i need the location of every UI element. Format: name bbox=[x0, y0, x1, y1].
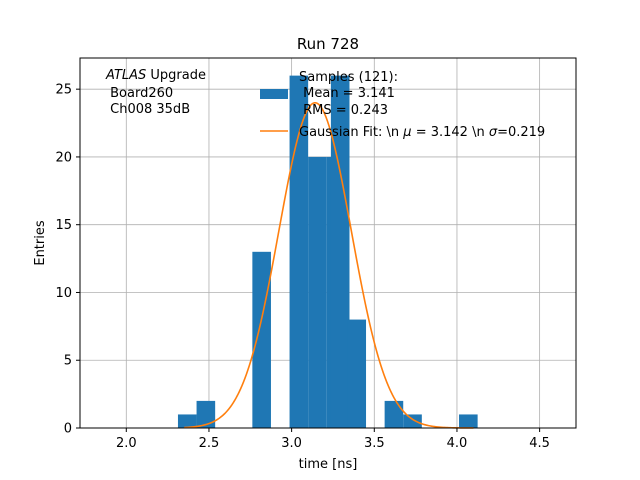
y-tick-label-1: 5 bbox=[64, 354, 72, 369]
histogram-bar-10 bbox=[459, 414, 478, 428]
histogram-bar-0 bbox=[177, 414, 197, 428]
x-tick-label-4: 4.0 bbox=[447, 436, 468, 451]
chart-title: Run 728 bbox=[297, 35, 359, 53]
x-tick-label-0: 2.0 bbox=[116, 436, 137, 451]
y-tick-label-5: 25 bbox=[55, 83, 72, 98]
legend-samples-line1: Samples (121): bbox=[299, 70, 398, 85]
histogram-bar-4 bbox=[308, 156, 327, 428]
legend-samples-line3: RMS = 0.243 bbox=[299, 103, 388, 118]
x-tick-label-3: 3.5 bbox=[364, 436, 385, 451]
histogram-bars bbox=[177, 75, 478, 428]
legend: Samples (121): Mean = 3.141 RMS = 0.243 … bbox=[260, 70, 545, 140]
gaussian-fit bbox=[184, 101, 474, 429]
legend-fit-mid: = 3.142 \n bbox=[412, 125, 489, 140]
svg-text:ATLAS Upgrade: ATLAS Upgrade bbox=[105, 68, 206, 83]
legend-fit-sigma: σ bbox=[489, 125, 498, 140]
atlas-annotation: ATLAS Upgrade Board260 Ch008 35dB bbox=[105, 68, 206, 117]
plot-frame bbox=[79, 57, 577, 429]
y-tick-label-3: 15 bbox=[55, 218, 72, 233]
y-tick-label-4: 20 bbox=[55, 150, 72, 165]
gaussian-fit-curve bbox=[184, 101, 474, 429]
histogram-bar-2 bbox=[252, 251, 271, 428]
legend-fit-prefix: Gaussian Fit: \n bbox=[299, 125, 403, 140]
x-axis-ticks: 2.0 2.5 3.0 3.5 4.0 4.5 bbox=[116, 428, 550, 451]
legend-fit-mu: μ bbox=[402, 125, 411, 140]
atlas-label: ATLAS bbox=[105, 68, 146, 83]
y-axis-ticks: 0 5 10 15 20 25 bbox=[55, 83, 80, 437]
board-label: Board260 bbox=[106, 86, 173, 101]
legend-fit-text: Gaussian Fit: \n μ = 3.142 \n σ=0.219 bbox=[299, 125, 545, 140]
channel-label: Ch008 35dB bbox=[106, 102, 190, 117]
x-tick-label-5: 4.5 bbox=[529, 436, 550, 451]
histogram-bar-1 bbox=[196, 400, 216, 428]
x-tick-label-2: 3.0 bbox=[281, 436, 302, 451]
y-tick-label-2: 10 bbox=[55, 286, 72, 301]
y-axis-label: Entries bbox=[33, 220, 48, 266]
histogram-bar-6 bbox=[330, 75, 350, 428]
legend-samples-line2: Mean = 3.141 bbox=[299, 86, 395, 101]
histogram-bar-9 bbox=[403, 414, 422, 428]
x-tick-label-1: 2.5 bbox=[199, 436, 220, 451]
histogram-bar-8 bbox=[384, 400, 404, 428]
legend-patch-samples bbox=[260, 89, 288, 99]
upgrade-label: Upgrade bbox=[146, 68, 206, 83]
histogram-bar-7 bbox=[347, 319, 367, 428]
histogram-bar-3 bbox=[289, 75, 309, 428]
legend-fit-tail: =0.219 bbox=[497, 125, 545, 140]
x-axis-label: time [ns] bbox=[299, 457, 358, 472]
y-tick-label-0: 0 bbox=[64, 422, 72, 437]
